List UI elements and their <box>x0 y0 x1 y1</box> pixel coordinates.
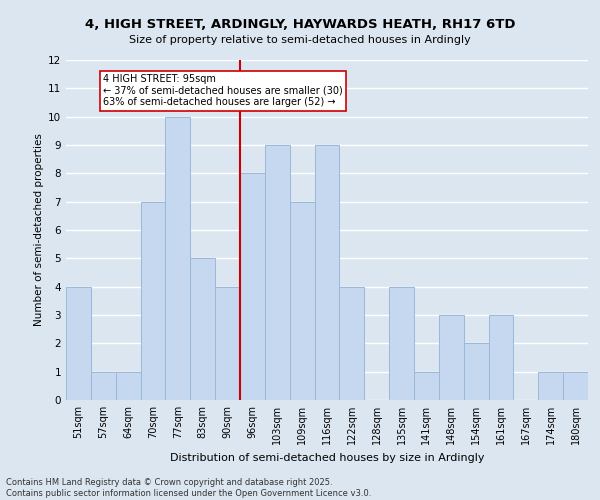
Bar <box>314 145 340 400</box>
Bar <box>66 286 91 400</box>
Text: 4, HIGH STREET, ARDINGLY, HAYWARDS HEATH, RH17 6TD: 4, HIGH STREET, ARDINGLY, HAYWARDS HEATH… <box>85 18 515 30</box>
Text: 4 HIGH STREET: 95sqm
← 37% of semi-detached houses are smaller (30)
63% of semi-: 4 HIGH STREET: 95sqm ← 37% of semi-detac… <box>103 74 343 108</box>
Bar <box>563 372 588 400</box>
Bar <box>265 145 290 400</box>
Bar <box>166 116 190 400</box>
Bar <box>439 315 464 400</box>
Text: Contains HM Land Registry data © Crown copyright and database right 2025.
Contai: Contains HM Land Registry data © Crown c… <box>6 478 371 498</box>
Y-axis label: Number of semi-detached properties: Number of semi-detached properties <box>34 134 44 326</box>
Bar <box>116 372 140 400</box>
Bar <box>240 174 265 400</box>
Bar <box>488 315 514 400</box>
Bar <box>464 344 488 400</box>
Bar <box>340 286 364 400</box>
Bar <box>389 286 414 400</box>
Bar <box>290 202 314 400</box>
Bar <box>91 372 116 400</box>
Bar <box>414 372 439 400</box>
Bar <box>190 258 215 400</box>
Bar <box>538 372 563 400</box>
X-axis label: Distribution of semi-detached houses by size in Ardingly: Distribution of semi-detached houses by … <box>170 452 484 462</box>
Bar <box>215 286 240 400</box>
Text: Size of property relative to semi-detached houses in Ardingly: Size of property relative to semi-detach… <box>129 35 471 45</box>
Bar <box>140 202 166 400</box>
